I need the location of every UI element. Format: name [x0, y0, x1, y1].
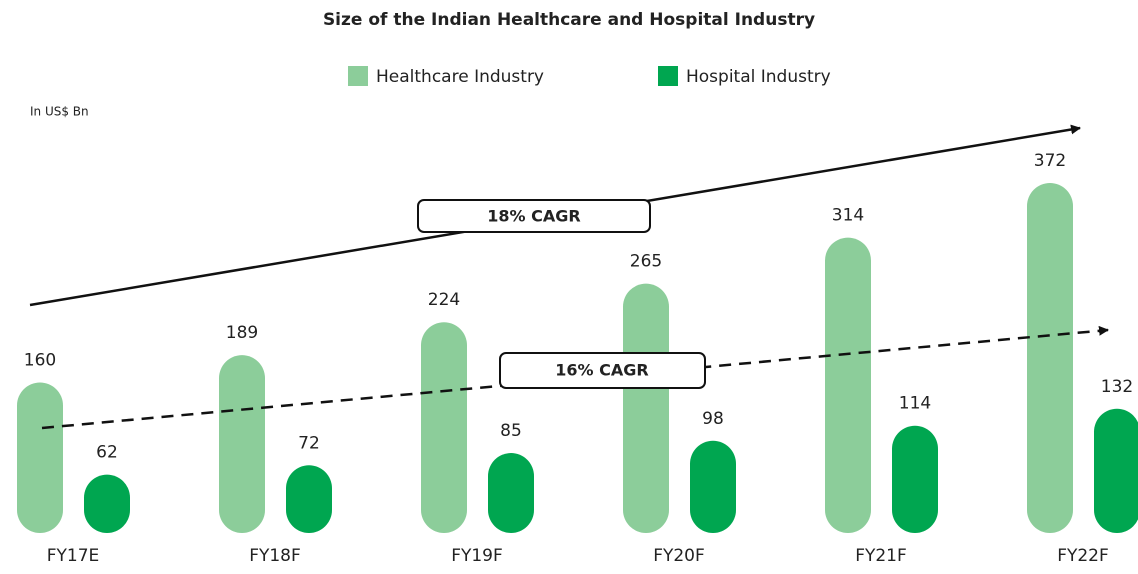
x-tick-label: FY22F [1057, 546, 1109, 566]
bar [1094, 408, 1138, 533]
data-label: 62 [96, 443, 118, 463]
bar [84, 474, 130, 533]
data-label: 132 [1101, 377, 1133, 397]
legend-label: Hospital Industry [686, 67, 831, 87]
annotation: 18% CAGR [487, 207, 580, 226]
x-tick-label: FY17E [47, 546, 100, 566]
bar [421, 322, 467, 533]
data-label: 224 [428, 290, 460, 310]
x-tick-label: FY19F [451, 546, 503, 566]
bar [623, 283, 669, 533]
data-label: 189 [226, 323, 258, 343]
data-label: 85 [500, 421, 522, 441]
chart-title: Size of the Indian Healthcare and Hospit… [323, 10, 815, 30]
x-tick-label: FY20F [653, 546, 705, 566]
annotation-box [499, 352, 706, 389]
data-label: 372 [1034, 151, 1066, 171]
bar [219, 355, 265, 533]
data-label: 72 [298, 433, 320, 453]
data-label: 98 [702, 409, 724, 429]
data-label: 265 [630, 252, 662, 272]
unit-label: In US$ Bn [30, 105, 89, 119]
bar [488, 453, 534, 533]
bar [825, 237, 871, 533]
bar [892, 425, 938, 533]
legend-label: Healthcare Industry [376, 67, 544, 87]
data-label: 114 [899, 394, 931, 414]
bar [690, 440, 736, 533]
x-tick-label: FY18F [249, 546, 301, 566]
data-label: 160 [24, 350, 56, 370]
legend-swatch [348, 66, 368, 86]
annotation: 16% CAGR [555, 361, 648, 380]
legend-swatch [658, 66, 678, 86]
bar [1027, 183, 1073, 533]
bar [17, 382, 63, 533]
x-tick-label: FY21F [855, 546, 907, 566]
bar [286, 465, 332, 533]
annotation-box [417, 199, 651, 233]
data-label: 314 [832, 206, 864, 226]
